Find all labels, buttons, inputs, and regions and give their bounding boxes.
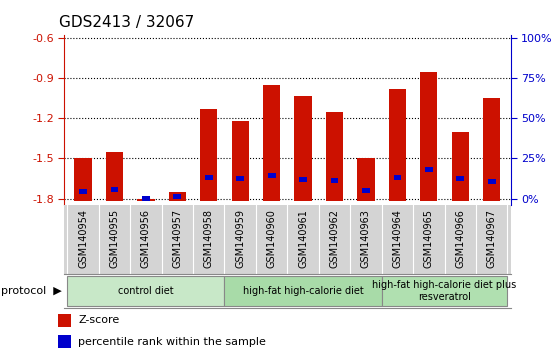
Bar xyxy=(106,152,123,201)
Text: high-fat high-calorie diet: high-fat high-calorie diet xyxy=(243,286,363,296)
Bar xyxy=(425,167,432,172)
Bar xyxy=(174,194,181,199)
Text: GSM140965: GSM140965 xyxy=(424,209,434,268)
Bar xyxy=(420,72,437,201)
Text: percentile rank within the sample: percentile rank within the sample xyxy=(78,337,266,347)
Bar xyxy=(200,109,218,201)
Text: GSM140964: GSM140964 xyxy=(392,209,402,268)
Bar xyxy=(331,178,338,183)
Bar xyxy=(299,177,307,182)
Text: GSM140960: GSM140960 xyxy=(267,209,277,268)
Bar xyxy=(451,132,469,201)
Bar xyxy=(393,175,401,181)
Text: GSM140959: GSM140959 xyxy=(235,209,245,268)
FancyBboxPatch shape xyxy=(68,276,224,306)
Bar xyxy=(232,121,249,201)
Bar xyxy=(263,85,280,201)
Text: GSM140961: GSM140961 xyxy=(298,209,308,268)
Bar xyxy=(389,89,406,201)
Bar xyxy=(237,176,244,181)
Text: GSM140967: GSM140967 xyxy=(487,209,497,268)
Text: protocol  ▶: protocol ▶ xyxy=(1,286,61,296)
Bar xyxy=(326,112,343,201)
FancyBboxPatch shape xyxy=(224,276,382,306)
Bar xyxy=(357,159,374,201)
Bar xyxy=(295,96,312,201)
Bar xyxy=(488,179,496,184)
Text: GSM140955: GSM140955 xyxy=(109,209,119,268)
Bar xyxy=(483,98,501,201)
FancyBboxPatch shape xyxy=(382,276,507,306)
Bar xyxy=(205,175,213,180)
Bar xyxy=(57,335,71,348)
Text: GSM140954: GSM140954 xyxy=(78,209,88,268)
Bar xyxy=(169,192,186,201)
Text: Z-score: Z-score xyxy=(78,315,119,325)
Bar xyxy=(137,199,155,201)
Bar xyxy=(456,176,464,181)
Text: GSM140958: GSM140958 xyxy=(204,209,214,268)
Bar xyxy=(57,314,71,327)
Text: GSM140962: GSM140962 xyxy=(330,209,339,268)
Text: GSM140957: GSM140957 xyxy=(172,209,182,268)
Bar xyxy=(110,187,118,192)
Bar xyxy=(74,159,92,201)
Text: high-fat high-calorie diet plus
resveratrol: high-fat high-calorie diet plus resverat… xyxy=(372,280,517,302)
Text: GSM140966: GSM140966 xyxy=(455,209,465,268)
Bar xyxy=(79,189,87,194)
Bar xyxy=(362,188,370,193)
Bar xyxy=(268,173,276,178)
Bar xyxy=(142,196,150,201)
Text: GSM140963: GSM140963 xyxy=(361,209,371,268)
Text: GDS2413 / 32067: GDS2413 / 32067 xyxy=(59,15,194,30)
Text: GSM140956: GSM140956 xyxy=(141,209,151,268)
Text: control diet: control diet xyxy=(118,286,174,296)
